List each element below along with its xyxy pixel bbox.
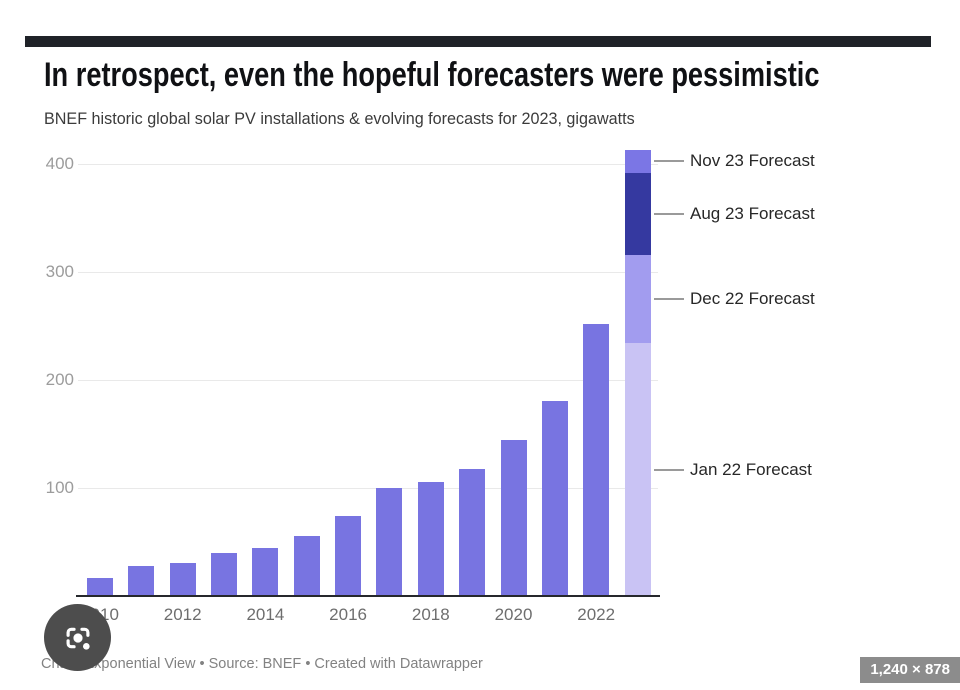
label-nov-23-forecast: Nov 23 Forecast <box>690 151 815 171</box>
y-axis-label-200: 200 <box>45 370 74 389</box>
forecast-segment-aug-23-forecast <box>624 172 651 255</box>
bar-2011 <box>128 565 155 596</box>
bar-2010 <box>87 577 113 596</box>
connector-nov-23-forecast <box>654 160 684 163</box>
bar-2012 <box>169 562 196 596</box>
bar-2013 <box>211 552 238 596</box>
y-axis-label-400: 400 <box>45 154 74 173</box>
y-axis-label-100: 100 <box>45 478 74 497</box>
x-axis-line <box>76 595 660 597</box>
forecast-segment-nov-23-forecast <box>624 149 651 173</box>
y-axis-label-300: 300 <box>45 262 74 281</box>
forecast-segment-jan-22-forecast <box>624 343 651 596</box>
x-axis-label-2014: 2014 <box>246 605 285 624</box>
google-lens-icon <box>59 619 97 657</box>
title-top-rule <box>25 36 931 47</box>
image-dimensions-badge: 1,240 × 878 <box>860 657 960 683</box>
gridline-300 <box>78 271 658 273</box>
label-jan-22-forecast: Jan 22 Forecast <box>690 459 812 479</box>
bar-2021 <box>541 400 568 596</box>
gridline-200 <box>78 379 658 381</box>
connector-dec-22-forecast <box>654 298 684 300</box>
connector-aug-23-forecast <box>654 212 684 215</box>
forecast-segment-dec-22-forecast <box>624 254 651 344</box>
bar-2016 <box>335 516 362 596</box>
bar-2022 <box>583 323 610 596</box>
bar-2017 <box>376 488 403 596</box>
x-axis-label-2018: 2018 <box>411 605 450 624</box>
bar-2020 <box>500 440 527 596</box>
x-axis-label-2012: 2012 <box>163 605 202 624</box>
chart-subtitle: BNEF historic global solar PV installati… <box>44 109 635 128</box>
chart-credit: Chart: Exponential View • Source: BNEF •… <box>41 656 483 672</box>
x-axis-label-2020: 2020 <box>494 605 533 624</box>
page-title: In retrospect, even the hopeful forecast… <box>44 56 820 94</box>
bar-2019 <box>459 468 486 596</box>
gridline-100 <box>78 487 658 489</box>
x-axis-label-2022: 2022 <box>577 605 616 624</box>
label-dec-22-forecast: Dec 22 Forecast <box>690 289 815 308</box>
x-axis-label-2016: 2016 <box>329 605 367 624</box>
bar-2018 <box>417 481 444 596</box>
gridline-400 <box>78 163 658 165</box>
google-lens-button[interactable] <box>44 604 111 671</box>
label-aug-23-forecast: Aug 23 Forecast <box>690 203 815 223</box>
connector-jan-22-forecast <box>654 468 684 471</box>
bar-2015 <box>293 535 320 596</box>
bar-2014 <box>252 548 279 596</box>
